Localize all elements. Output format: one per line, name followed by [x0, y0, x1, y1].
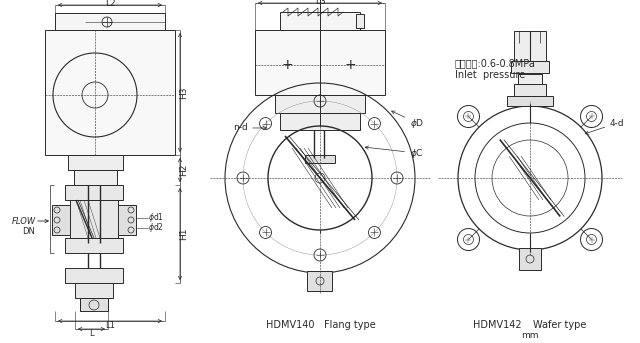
Bar: [514, 31, 546, 61]
Bar: [275, 95, 365, 113]
Bar: [118, 205, 136, 235]
Text: $\phi$d2: $\phi$d2: [148, 222, 164, 235]
Text: H3: H3: [179, 86, 189, 99]
Bar: [74, 170, 117, 185]
Text: +: +: [281, 58, 293, 72]
Bar: [65, 185, 123, 200]
Bar: [305, 155, 335, 163]
Text: Inlet  pressure: Inlet pressure: [455, 70, 525, 80]
Text: 4-d: 4-d: [585, 118, 625, 134]
Text: FLOW: FLOW: [12, 216, 36, 225]
Bar: [52, 205, 70, 235]
Bar: [80, 298, 108, 311]
Bar: [55, 13, 165, 30]
Text: L: L: [89, 329, 94, 338]
Text: n-d: n-d: [232, 123, 266, 132]
Text: $\phi$d1: $\phi$d1: [148, 212, 164, 225]
Text: DN: DN: [22, 226, 35, 236]
Bar: [65, 238, 123, 253]
Text: $\phi$D: $\phi$D: [392, 111, 424, 130]
Text: L2: L2: [105, 0, 115, 8]
Bar: [68, 155, 123, 170]
Text: H1: H1: [179, 228, 189, 240]
Bar: [280, 12, 360, 30]
Bar: [511, 61, 549, 73]
Bar: [356, 14, 364, 28]
Bar: [70, 200, 118, 238]
Bar: [514, 84, 546, 96]
Text: HDMV140: HDMV140: [266, 320, 314, 330]
Text: L3: L3: [315, 0, 325, 5]
Text: Flang type: Flang type: [324, 320, 376, 330]
Text: +: +: [344, 58, 356, 72]
Text: Wafer type: Wafer type: [533, 320, 587, 330]
Bar: [507, 96, 553, 106]
Text: 工作气源:0.6-0.8MPa: 工作气源:0.6-0.8MPa: [455, 58, 536, 68]
Bar: [65, 268, 123, 283]
Bar: [75, 283, 113, 298]
Text: mm: mm: [521, 331, 539, 340]
Bar: [280, 113, 360, 130]
Text: $\phi$C: $\phi$C: [365, 146, 424, 159]
Bar: [519, 248, 541, 270]
Bar: [255, 30, 385, 95]
Text: L1: L1: [105, 320, 115, 330]
Bar: [307, 271, 332, 291]
Bar: [45, 30, 175, 155]
Text: HDMV142: HDMV142: [473, 320, 522, 330]
Text: H2: H2: [179, 164, 189, 176]
Bar: [518, 74, 542, 84]
